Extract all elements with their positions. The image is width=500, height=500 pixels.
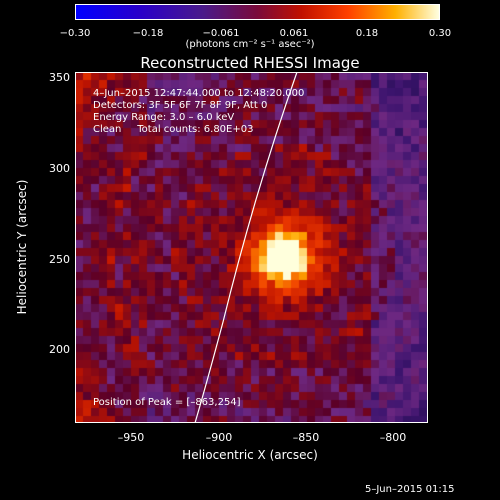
energy-range-label: Energy Range: 3.0 – 6.0 keV [93, 112, 235, 123]
x-tick: –950 [117, 431, 145, 444]
colorbar-tick: −0.18 [132, 28, 164, 39]
x-tick: –900 [205, 431, 233, 444]
y-tick: 300 [49, 162, 70, 175]
colorbar-tick: 0.30 [428, 28, 452, 39]
colorbar [75, 4, 440, 20]
x-tick: –800 [379, 431, 407, 444]
y-axis-label: Heliocentric Y (arcsec) [15, 179, 29, 315]
y-tick: 250 [49, 253, 70, 266]
clean-label: Clean Total counts: 6.80E+03 [93, 124, 254, 135]
y-tick: 350 [49, 71, 70, 84]
plot-title: Reconstructed RHESSI Image [140, 54, 360, 72]
peak-position-label: Position of Peak = [–863,254] [93, 397, 241, 408]
time-range-label: 4–Jun–2015 12:47:44.000 to 12:48:20.000 [93, 88, 305, 99]
detectors-label: Detectors: 3F 5F 6F 7F 8F 9F, Att 0 [93, 100, 268, 111]
colorbar-unit: (photons cm⁻² s⁻¹ asec⁻²) [185, 39, 315, 50]
colorbar-tick: −0.061 [202, 28, 240, 39]
solar-limb [194, 72, 298, 423]
y-tick: 200 [49, 343, 70, 356]
rhessi-image: 4–Jun–2015 12:47:44.000 to 12:48:20.000 … [75, 72, 428, 423]
intensity-map [75, 72, 428, 423]
colorbar-tick: −0.30 [59, 28, 91, 39]
timestamp: 5–Jun–2015 01:15 [365, 484, 455, 495]
colorbar-tick: 0.18 [355, 28, 379, 39]
x-axis-label: Heliocentric X (arcsec) [182, 448, 318, 462]
x-tick: –850 [292, 431, 320, 444]
colorbar-tick: 0.061 [279, 28, 309, 39]
